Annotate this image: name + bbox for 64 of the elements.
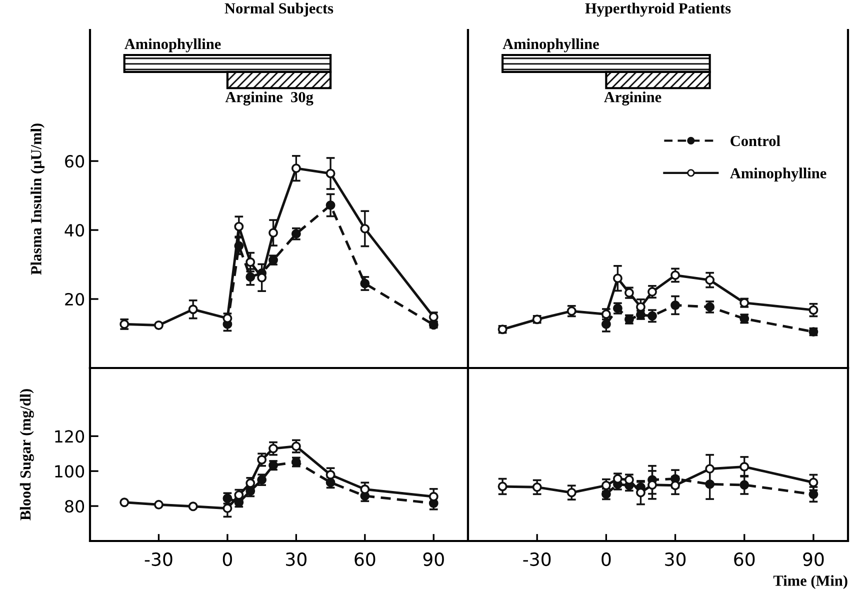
y-tick-label: 40 — [64, 224, 84, 237]
x-tick-label: 0 — [222, 552, 232, 566]
x-tick-label: 60 — [354, 552, 376, 566]
chart-title: Normal Subjects — [224, 2, 334, 17]
x-tick-label: -30 — [523, 552, 551, 566]
x-tick-label: 60 — [734, 552, 755, 566]
x-tick-label: 30 — [665, 552, 686, 566]
point — [268, 228, 278, 238]
legend-label: Control — [730, 135, 780, 146]
point — [326, 470, 336, 480]
point — [705, 464, 715, 474]
point — [740, 462, 750, 472]
point — [234, 222, 244, 232]
y-axis-title: Plasma Insulin (μU/ml) — [30, 124, 44, 275]
point — [188, 304, 198, 314]
point — [154, 320, 164, 330]
point — [360, 224, 370, 234]
point — [670, 270, 680, 280]
point — [246, 272, 256, 282]
x-axis-title: Time (Min) — [773, 575, 848, 589]
band-label: Arginine — [604, 92, 662, 106]
point — [566, 488, 576, 498]
y-tick-label: 60 — [65, 155, 84, 168]
point — [808, 305, 818, 315]
point — [808, 478, 818, 488]
point — [120, 498, 130, 508]
y-tick-label: 20 — [65, 292, 84, 306]
band-label: Arginine 30g — [225, 92, 314, 106]
point — [360, 484, 370, 494]
point — [291, 164, 301, 174]
point — [808, 490, 818, 500]
point — [705, 275, 715, 285]
point — [498, 482, 508, 492]
point — [648, 287, 657, 296]
y-axis-title: Blood Sugar (mg/dl) — [20, 389, 34, 520]
point — [268, 444, 278, 454]
point — [154, 500, 164, 510]
point — [326, 168, 336, 178]
point — [740, 480, 750, 490]
point — [532, 482, 542, 492]
x-tick-label: 0 — [602, 552, 611, 566]
point — [257, 455, 267, 464]
y-tick-label: 80 — [65, 500, 84, 513]
point — [360, 278, 370, 288]
x-tick-label: -30 — [144, 552, 172, 566]
point — [601, 319, 611, 329]
band-label: Aminophylline — [124, 38, 221, 52]
legend-label: Aminophylline — [730, 168, 826, 182]
y-tick-label: 120 — [55, 430, 84, 443]
point — [670, 480, 680, 490]
point — [428, 492, 438, 502]
x-tick-label: 30 — [286, 552, 306, 566]
point — [612, 274, 622, 284]
point — [326, 200, 336, 210]
point — [188, 502, 198, 512]
point — [291, 442, 301, 452]
x-tick-label: 90 — [423, 552, 444, 566]
y-tick-label: 100 — [55, 465, 84, 478]
band-label: Aminophylline — [502, 38, 599, 52]
chart-title: Hyperthyroid Patients — [585, 2, 731, 17]
point — [670, 300, 680, 310]
x-tick-label: 90 — [803, 552, 824, 566]
point — [246, 257, 256, 267]
point — [705, 479, 715, 489]
